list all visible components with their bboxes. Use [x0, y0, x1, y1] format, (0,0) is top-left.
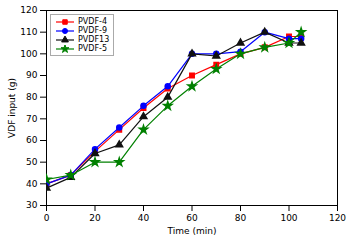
svg-text:100: 100 — [20, 49, 37, 59]
svg-text:30: 30 — [26, 200, 38, 210]
svg-text:50: 50 — [26, 157, 38, 167]
svg-text:60: 60 — [26, 135, 38, 145]
svg-text:Time (min): Time (min) — [167, 226, 217, 236]
svg-text:110: 110 — [20, 27, 37, 37]
svg-text:80: 80 — [235, 213, 247, 223]
html-text:PVDF-5: PVDF-5 — [78, 44, 107, 53]
svg-text:40: 40 — [26, 179, 38, 189]
svg-text:0: 0 — [44, 213, 50, 223]
html-text:PVDF13: PVDF13 — [78, 35, 110, 44]
svg-text:100: 100 — [280, 213, 297, 223]
svg-text:80: 80 — [26, 92, 38, 102]
svg-text:60: 60 — [186, 213, 198, 223]
svg-text:20: 20 — [89, 213, 101, 223]
svg-text:VDF input (g): VDF input (g) — [7, 78, 17, 138]
svg-text:120: 120 — [20, 5, 37, 15]
html-text:PVDF-9: PVDF-9 — [78, 26, 107, 35]
svg-text:70: 70 — [26, 114, 38, 124]
svg-text:40: 40 — [138, 213, 150, 223]
svg-text:90: 90 — [26, 70, 38, 80]
svg-text:120: 120 — [329, 213, 346, 223]
html-text:PVDF-4: PVDF-4 — [78, 17, 107, 26]
